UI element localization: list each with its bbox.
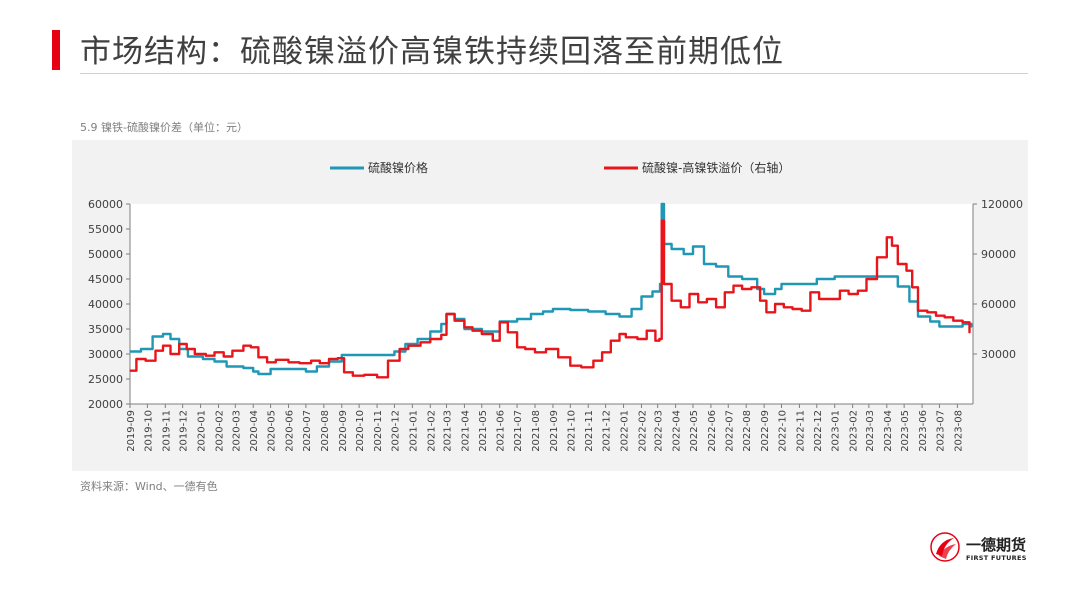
series-line-nickel-sulfate <box>129 202 973 376</box>
x-tick-label: 2022-03 <box>654 410 665 452</box>
x-tick-label: 2019-09 <box>126 410 137 452</box>
plot-background <box>130 204 973 404</box>
x-tick-label: 2021-02 <box>426 410 437 452</box>
x-tick-label: 2023-08 <box>953 410 964 452</box>
x-tick-label: 2022-11 <box>795 410 806 452</box>
source-note: 资料来源：Wind、一德有色 <box>80 480 218 493</box>
x-tick-label: 2023-01 <box>831 410 842 452</box>
x-tick-label: 2020-11 <box>373 410 384 452</box>
legend-label-premium: 硫酸镍-高镍铁溢价（右轴） <box>642 160 790 175</box>
y-left-tick-label: 35000 <box>88 323 123 336</box>
y-left-tick-label: 50000 <box>88 248 123 261</box>
x-tick-label: 2022-10 <box>777 410 788 452</box>
x-tick-label: 2023-02 <box>849 410 860 452</box>
chart-caption: 5.9 镍铁-硫酸镍价差（单位：元） <box>80 121 248 134</box>
x-tick-label: 2020-03 <box>231 410 242 452</box>
x-tick-label: 2021-12 <box>602 410 613 452</box>
y-left-tick-label: 40000 <box>88 298 123 311</box>
legend: 硫酸镍价格 硫酸镍-高镍铁溢价（右轴） <box>330 160 790 175</box>
x-tick-label: 2022-09 <box>760 410 771 452</box>
x-tick-label: 2023-04 <box>883 410 894 452</box>
x-tick-label: 2020-04 <box>249 410 260 452</box>
x-tick-label: 2020-07 <box>302 410 313 452</box>
y-right-tick-label: 90000 <box>981 248 1016 261</box>
title-accent-bar <box>52 30 60 70</box>
x-tick-label: 2020-02 <box>215 410 226 452</box>
x-tick-label: 2023-03 <box>865 410 876 452</box>
x-tick-label: 2023-06 <box>918 410 929 452</box>
x-tick-label: 2020-01 <box>197 410 208 452</box>
x-tick-label: 2021-03 <box>442 410 453 452</box>
x-tick-label: 2019-11 <box>161 410 172 452</box>
first-futures-logo-icon <box>930 532 960 562</box>
x-tick-label: 2021-09 <box>549 410 560 452</box>
y-right-tick-label: 30000 <box>981 348 1016 361</box>
x-tick-label: 2021-04 <box>460 410 471 452</box>
y-right-tick-label: 60000 <box>981 298 1016 311</box>
x-tick-label: 2020-12 <box>390 410 401 452</box>
x-tick-label: 2023-07 <box>935 410 946 452</box>
x-tick-label: 2021-05 <box>478 410 489 452</box>
plot-area <box>129 202 973 379</box>
x-tick-label: 2022-01 <box>620 410 631 452</box>
legend-label-nickel-sulfate: 硫酸镍价格 <box>368 160 428 175</box>
company-logo: 一德期货 FIRST FUTURES <box>930 532 1050 568</box>
x-tick-label: 2022-08 <box>742 410 753 452</box>
x-tick-label: 2022-12 <box>813 410 824 452</box>
price-spread-chart: 硫酸镍价格 硫酸镍-高镍铁溢价（右轴） 20000 25000 30000 35000… <box>88 160 1023 452</box>
x-tick-label: 2023-05 <box>900 410 911 452</box>
series-line-premium <box>129 219 971 379</box>
page-title: 市场结构：硫酸镍溢价高镍铁持续回落至前期低位 <box>80 34 784 70</box>
x-tick-label: 2020-05 <box>267 410 278 452</box>
x-tick-label: 2020-09 <box>338 410 349 452</box>
x-tick-label: 2020-06 <box>285 410 296 452</box>
x-tick-label: 2022-04 <box>672 410 683 452</box>
x-tick-label: 2019-10 <box>143 410 154 452</box>
x-tick-label: 2020-10 <box>355 410 366 452</box>
x-tick-label: 2020-08 <box>320 410 331 452</box>
x-tick-label: 2021-07 <box>513 410 524 452</box>
x-tick-label: 2022-02 <box>637 410 648 452</box>
y-left-tick-label: 60000 <box>88 198 123 211</box>
logo-name: 一德期货 <box>966 536 1027 554</box>
y-left-tick-label: 55000 <box>88 223 123 236</box>
logo-name-en: FIRST FUTURES <box>966 554 1027 562</box>
x-tick-label: 2022-06 <box>707 410 718 452</box>
y-left-tick-label: 25000 <box>88 373 123 386</box>
axes: 20000 25000 30000 35000 40000 45000 50000 55000… <box>88 198 1023 452</box>
x-tick-label: 2022-05 <box>689 410 700 452</box>
x-tick-label: 2021-10 <box>566 410 577 452</box>
x-tick-label: 2021-01 <box>408 410 419 452</box>
y-left-tick-label: 30000 <box>88 348 123 361</box>
x-tick-label: 2021-08 <box>531 410 542 452</box>
x-tick-label: 2022-07 <box>724 410 735 452</box>
y-left-tick-label: 45000 <box>88 273 123 286</box>
y-right-tick-label: 120000 <box>981 198 1023 211</box>
x-tick-label: 2019-12 <box>179 410 190 452</box>
x-tick-label: 2021-06 <box>496 410 507 452</box>
title-divider <box>80 73 1028 74</box>
x-tick-label: 2021-11 <box>584 410 595 452</box>
y-left-tick-label: 20000 <box>88 398 123 411</box>
